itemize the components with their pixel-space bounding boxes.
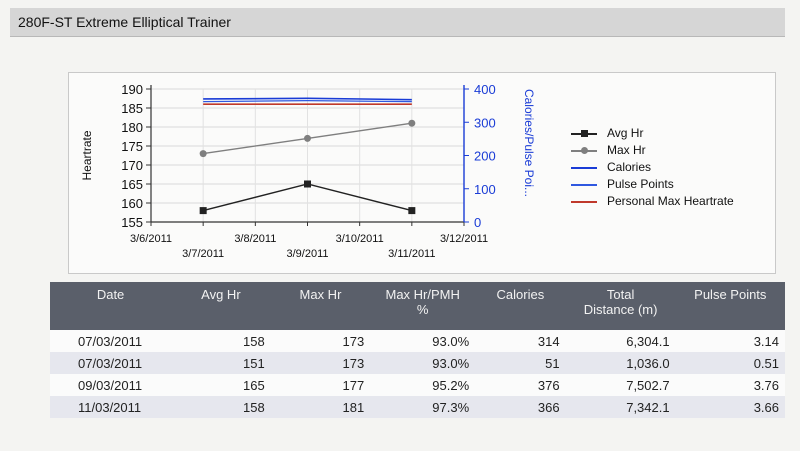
y2-tick-label: 300 — [474, 115, 496, 130]
col-max-hr[interactable]: Max Hr — [270, 282, 371, 330]
cell-distance: 1,036.0 — [565, 352, 676, 374]
point-max-hr — [199, 150, 207, 158]
cell-max-hr: 181 — [270, 396, 371, 418]
legend-item-personal-max-heartrate: Personal Max Heartrate — [571, 193, 734, 210]
col-avg-hr[interactable]: Avg Hr — [171, 282, 271, 330]
cell-date: 09/03/2011 — [50, 374, 172, 396]
legend-item-pulse-points: Pulse Points — [571, 176, 734, 193]
y2-tick-label: 0 — [474, 215, 481, 230]
cell-distance: 6,304.1 — [565, 330, 676, 352]
x-tick-label: 3/11/2011 — [388, 248, 435, 260]
y2-tick-label: 200 — [474, 149, 496, 164]
y-tick-label: 175 — [121, 139, 143, 154]
x-tick-label: 3/6/2011 — [130, 233, 172, 245]
y-tick-label: 170 — [121, 158, 143, 173]
cell-pulse-points: 3.66 — [675, 396, 785, 418]
y-tick-label: 155 — [121, 215, 143, 230]
y-tick-label: 180 — [121, 120, 143, 135]
legend-swatch — [571, 167, 597, 169]
point-avg-hr — [408, 207, 416, 215]
point-avg-hr — [304, 180, 311, 188]
legend-label: Personal Max Heartrate — [607, 194, 734, 208]
cell-max-hr: 177 — [270, 374, 371, 396]
col-date[interactable]: Date — [50, 282, 172, 330]
col-calories[interactable]: Calories — [475, 282, 566, 330]
table-row[interactable]: 09/03/2011 165 177 95.2% 376 7,502.7 3.76 — [50, 374, 785, 396]
cell-pulse-points: 3.14 — [675, 330, 785, 352]
point-max-hr — [408, 119, 416, 127]
cell-max-hr-pmh: 93.0% — [370, 330, 476, 352]
y-tick-label: 165 — [121, 177, 143, 192]
legend-item-calories: Calories — [571, 159, 734, 176]
legend-label: Avg Hr — [607, 126, 644, 140]
cell-calories: 376 — [475, 374, 566, 396]
x-tick-label: 3/7/2011 — [182, 248, 224, 260]
legend-label: Calories — [607, 160, 652, 174]
table-row[interactable]: 07/03/2011 158 173 93.0% 314 6,304.1 3.14 — [50, 330, 785, 352]
cell-avg-hr: 151 — [171, 352, 271, 374]
y-tick-label: 160 — [121, 196, 143, 211]
cell-avg-hr: 165 — [171, 374, 271, 396]
cell-max-hr: 173 — [270, 352, 371, 374]
cell-pulse-points: 3.76 — [675, 374, 785, 396]
cell-date: 07/03/2011 — [50, 352, 172, 374]
cell-avg-hr: 158 — [171, 396, 271, 418]
window-title: 280F-ST Extreme Elliptical Trainer — [18, 14, 231, 30]
chart-legend: Avg Hr Max Hr Calories Pulse Points Personal… — [571, 125, 734, 210]
x-tick-label: 3/10/2011 — [336, 233, 384, 245]
legend-marker — [581, 130, 588, 137]
series-line-calories — [203, 97, 412, 101]
cell-max-hr-pmh: 93.0% — [370, 352, 476, 374]
workout-table-wrap: Date Avg Hr Max Hr Max Hr/PMH% Calories … — [50, 282, 785, 418]
cell-avg-hr: 158 — [171, 330, 271, 352]
heartrate-chart: 155 160 165 170 175 180 185 190 0 100 200 300 400 3/6… — [80, 82, 536, 260]
point-max-hr — [304, 134, 311, 142]
legend-label: Max Hr — [607, 143, 646, 157]
cell-calories: 51 — [475, 352, 566, 374]
legend-item-max-hr: Max Hr — [571, 142, 734, 159]
col-distance[interactable]: Total Distance (m) — [565, 282, 676, 330]
cell-distance: 7,502.7 — [565, 374, 676, 396]
y-tick-label: 190 — [121, 82, 143, 97]
col-max-hr-pmh[interactable]: Max Hr/PMH% — [370, 282, 476, 330]
cell-max-hr-pmh: 95.2% — [370, 374, 476, 396]
legend-swatch — [571, 201, 597, 203]
legend-swatch — [571, 184, 597, 186]
series-line-pulse-points — [203, 100, 412, 103]
cell-pulse-points: 0.51 — [675, 352, 785, 374]
cell-calories: 366 — [475, 396, 566, 418]
y-tick-label: 185 — [121, 101, 143, 116]
legend-marker — [581, 147, 588, 154]
point-avg-hr — [199, 207, 207, 215]
legend-label: Pulse Points — [607, 177, 674, 191]
workout-table: Date Avg Hr Max Hr Max Hr/PMH% Calories … — [50, 282, 785, 418]
chart-panel: 155 160 165 170 175 180 185 190 0 100 200 300 400 3/6… — [68, 72, 776, 274]
y-axis-title: Heartrate — [80, 130, 94, 180]
cell-max-hr-pmh: 97.3% — [370, 396, 476, 418]
col-pulse-points[interactable]: Pulse Points — [675, 282, 785, 330]
cell-distance: 7,342.1 — [565, 396, 676, 418]
y2-tick-label: 100 — [474, 182, 496, 197]
cell-date: 07/03/2011 — [50, 330, 172, 352]
x-tick-label: 3/12/2011 — [440, 233, 488, 245]
window-titlebar: 280F-ST Extreme Elliptical Trainer — [10, 8, 785, 37]
x-tick-label: 3/9/2011 — [286, 248, 328, 260]
y2-tick-label: 400 — [474, 82, 496, 97]
legend-item-avg-hr: Avg Hr — [571, 125, 734, 142]
cell-date: 11/03/2011 — [50, 396, 172, 418]
table-row[interactable]: 11/03/2011 158 181 97.3% 366 7,342.1 3.66 — [50, 396, 785, 418]
cell-calories: 314 — [475, 330, 566, 352]
x-tick-label: 3/8/2011 — [234, 233, 276, 245]
table-header-row: Date Avg Hr Max Hr Max Hr/PMH% Calories … — [50, 282, 785, 330]
cell-max-hr: 173 — [270, 330, 371, 352]
table-row[interactable]: 07/03/2011 151 173 93.0% 51 1,036.0 0.51 — [50, 352, 785, 374]
y2-axis-title: Calories/Pulse Poi... — [522, 89, 536, 197]
